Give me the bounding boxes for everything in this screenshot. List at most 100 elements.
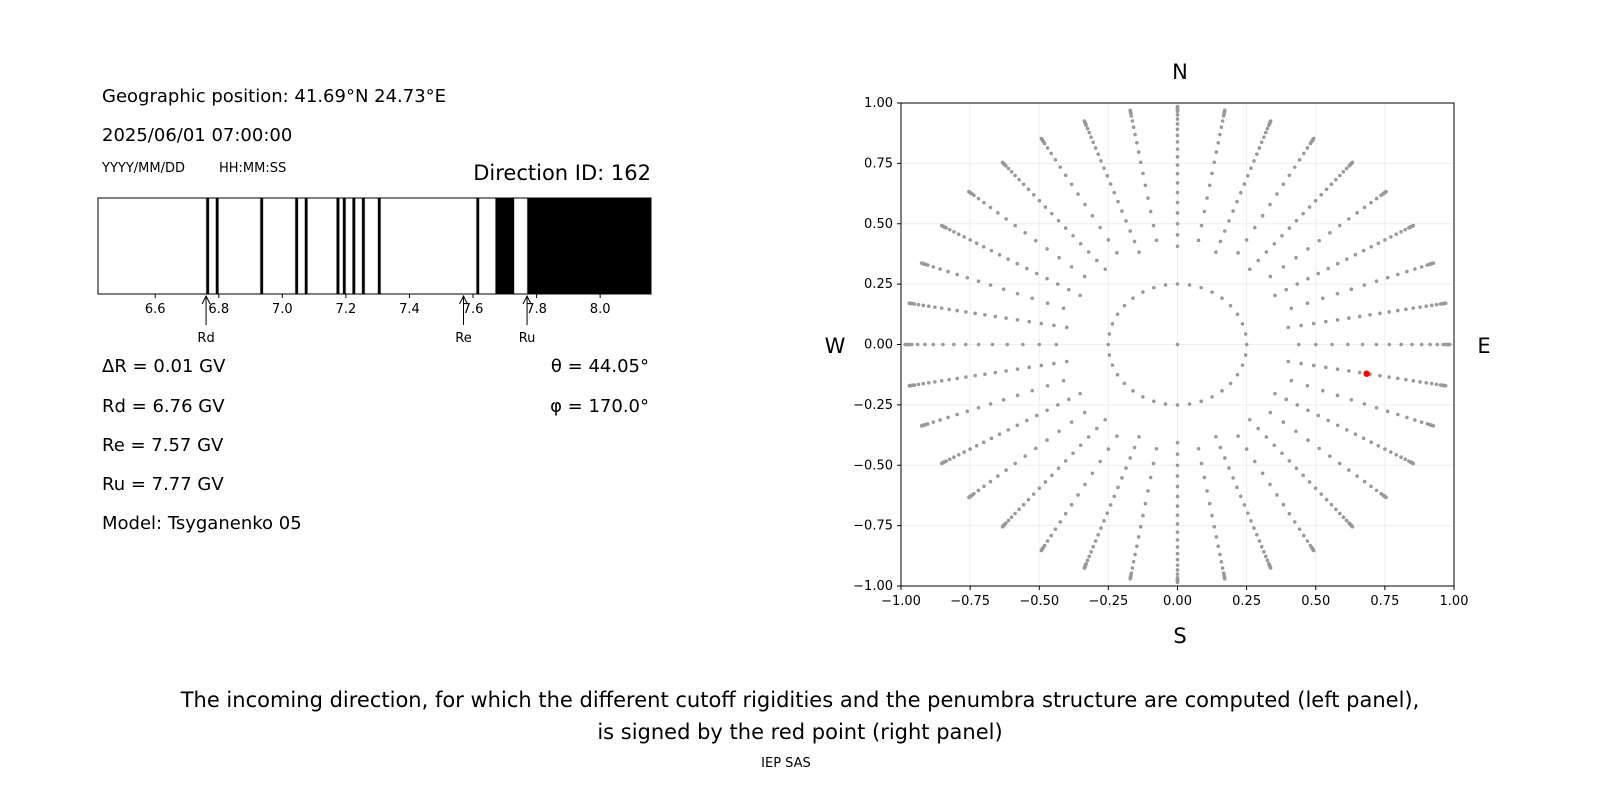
direction-point — [1335, 423, 1340, 428]
direction-point — [1175, 221, 1180, 226]
direction-point — [1131, 296, 1135, 300]
direction-point — [1374, 488, 1379, 493]
direction-point — [1284, 397, 1289, 402]
direction-point — [1052, 361, 1056, 366]
direction-point — [1262, 550, 1266, 554]
direction-point — [1305, 383, 1310, 388]
direction-point — [916, 382, 921, 387]
direction-point — [1175, 513, 1180, 518]
direction-point — [1199, 461, 1204, 466]
direction-point — [1141, 395, 1145, 399]
direction-point — [1175, 530, 1180, 534]
direction-point — [1069, 265, 1074, 269]
direction-point — [1281, 502, 1286, 507]
direction-point — [1141, 290, 1145, 294]
direction-point — [1335, 291, 1340, 296]
direction-point — [1374, 342, 1379, 347]
direction-point — [1273, 391, 1277, 396]
direction-point — [1030, 296, 1035, 301]
direction-point — [1043, 205, 1048, 209]
direction-point — [955, 376, 960, 381]
direction-point — [1027, 319, 1031, 324]
direction-point — [993, 370, 998, 375]
direction-point — [1353, 432, 1358, 437]
direction-point — [965, 409, 970, 414]
forbidden-band — [215, 197, 220, 295]
direction-point — [1017, 177, 1021, 182]
direction-point — [988, 205, 993, 210]
direction-point — [1004, 369, 1008, 373]
direction-point — [952, 342, 956, 347]
direction-point — [1418, 380, 1422, 384]
direction-point — [1324, 187, 1329, 192]
direction-point — [947, 377, 951, 382]
direction-point — [1175, 117, 1180, 121]
direction-point — [939, 379, 944, 383]
direction-point — [1058, 520, 1063, 524]
direction-point — [982, 200, 986, 205]
direction-point — [1222, 229, 1227, 233]
direction-point — [1385, 275, 1390, 280]
direction-point — [1001, 287, 1006, 292]
direction-point — [1210, 395, 1214, 399]
direction-point — [1000, 160, 1005, 165]
time-format-label: HH:MM:SS — [219, 161, 287, 176]
direction-point — [1025, 418, 1029, 423]
direction-point — [1347, 316, 1351, 320]
direction-point — [1210, 171, 1214, 176]
direction-point — [965, 275, 970, 280]
direction-point — [947, 227, 952, 232]
direction-point — [1219, 559, 1224, 564]
direction-point — [1268, 566, 1273, 570]
direction-point — [1349, 397, 1354, 402]
direction-point — [1133, 552, 1137, 557]
direction-point — [1319, 193, 1324, 197]
direction-point — [976, 196, 981, 201]
direction-point — [1128, 456, 1133, 460]
direction-point — [1214, 250, 1218, 254]
direction-point — [947, 457, 952, 462]
direction-point — [1245, 174, 1250, 178]
direction-point — [1143, 501, 1148, 506]
direction-point — [1299, 323, 1303, 328]
direction-point — [1112, 494, 1117, 499]
direction-point — [1049, 533, 1054, 538]
direction-point — [1013, 511, 1017, 516]
direction-point — [956, 453, 961, 457]
direction-point — [1034, 413, 1039, 418]
direction-point — [1130, 566, 1135, 570]
direction-point — [1031, 193, 1036, 197]
direction-point — [1205, 196, 1209, 200]
direction-point — [1329, 502, 1334, 507]
direction-point — [1231, 476, 1235, 480]
direction-point — [1268, 202, 1272, 207]
direction-point — [1037, 342, 1042, 347]
direction-point — [915, 342, 920, 347]
direction-point — [1220, 566, 1225, 570]
direction-point — [1045, 438, 1049, 442]
direction-point — [1132, 445, 1137, 450]
compass-south: S — [1173, 624, 1186, 648]
direction-point — [1228, 303, 1233, 308]
x-tick-label: 6.8 — [208, 302, 229, 317]
direction-point — [981, 440, 986, 444]
direction-point — [967, 189, 971, 194]
direction-point — [973, 373, 977, 378]
forbidden-band — [526, 197, 652, 295]
direction-point — [1311, 321, 1316, 326]
direction-point — [1338, 511, 1342, 516]
direction-point — [1076, 192, 1080, 196]
direction-point — [1236, 434, 1240, 438]
direction-point — [1039, 136, 1044, 141]
direction-point — [1287, 173, 1292, 178]
y-tick-label: −0.75 — [853, 519, 893, 534]
direction-point — [1326, 418, 1330, 423]
direction-point — [1435, 342, 1440, 347]
direction-point — [916, 302, 921, 307]
direction-point — [1196, 238, 1201, 243]
direction-point — [1013, 173, 1017, 178]
direction-point — [1347, 468, 1351, 472]
direction-point — [1053, 527, 1058, 531]
direction-point — [1287, 459, 1292, 463]
direction-point — [990, 342, 995, 347]
